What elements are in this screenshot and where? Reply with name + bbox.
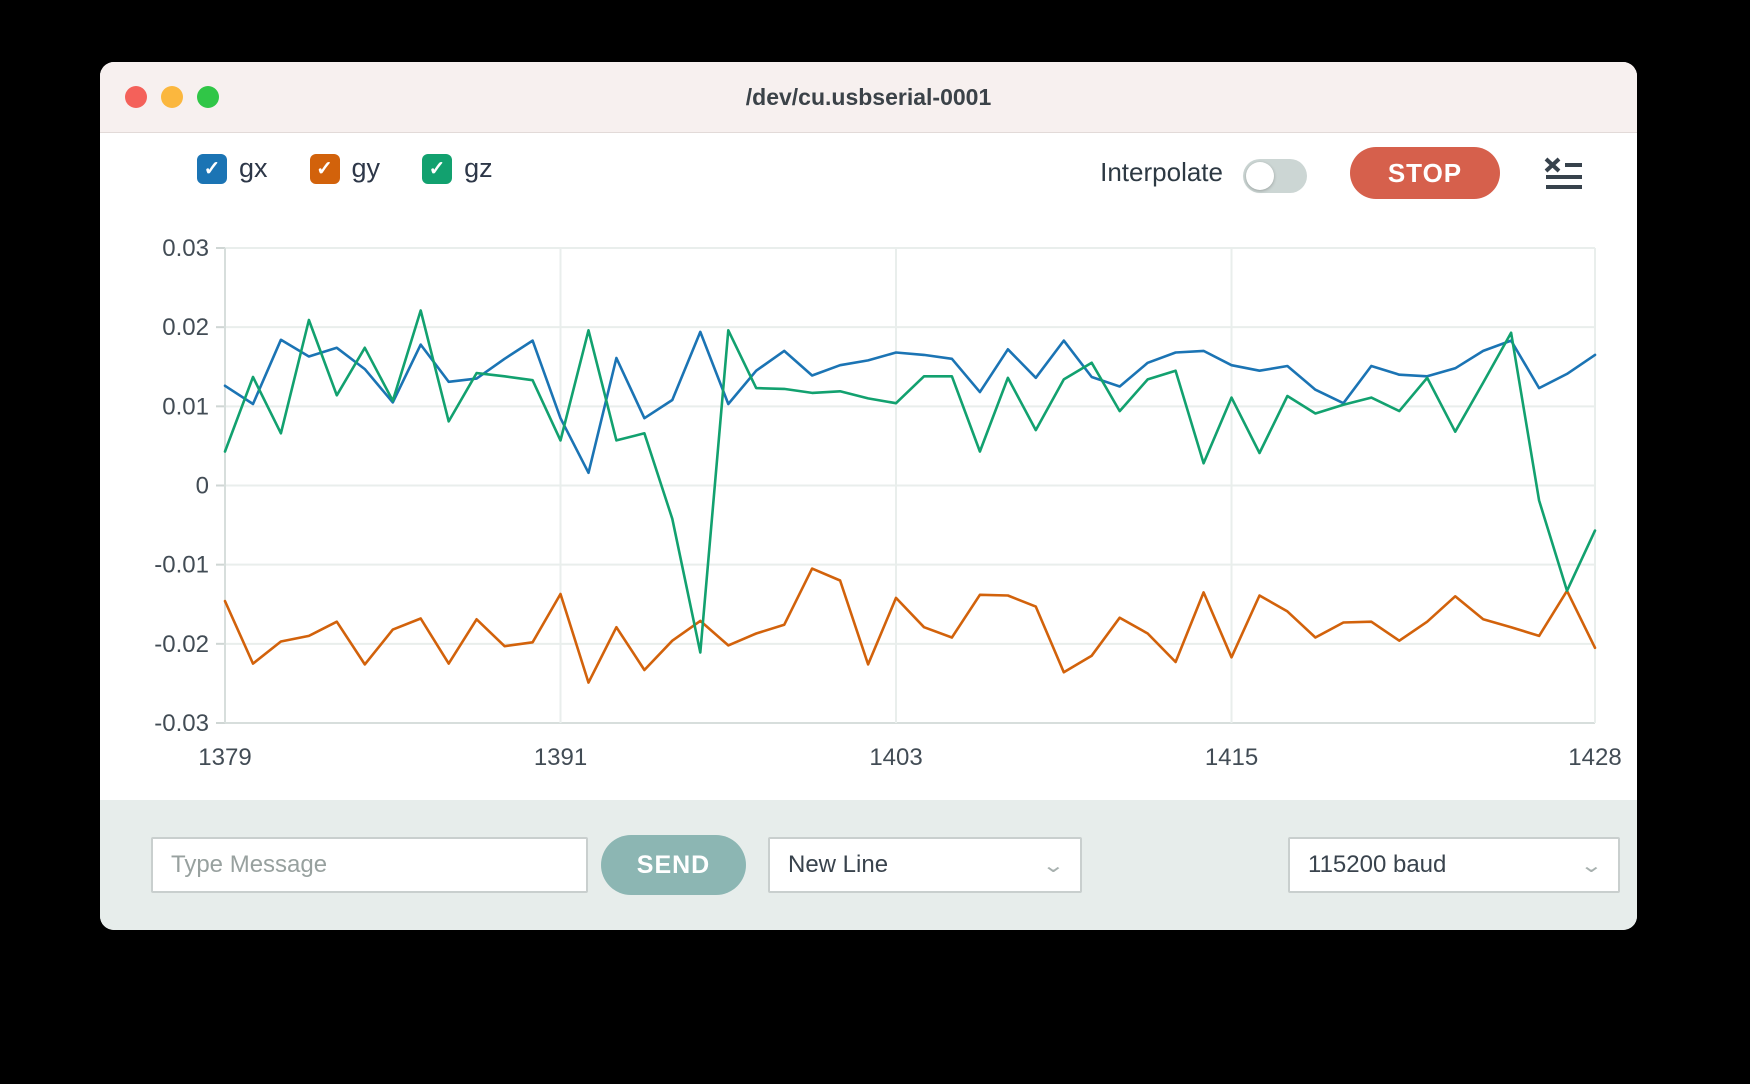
svg-text:1403: 1403	[869, 744, 922, 771]
send-button[interactable]: SEND	[601, 835, 746, 895]
svg-text:0.02: 0.02	[162, 314, 209, 341]
message-input[interactable]	[151, 837, 588, 893]
chart-series-gz	[223, 309, 1597, 654]
svg-text:-0.03: -0.03	[154, 710, 209, 737]
baud-rate-value: 115200 baud	[1308, 851, 1447, 878]
line-ending-select[interactable]: New Line ⌄	[768, 837, 1082, 893]
svg-text:1391: 1391	[534, 744, 587, 771]
bottom-bar: SEND New Line ⌄ 115200 baud ⌄	[100, 800, 1637, 930]
line-ending-value: New Line	[788, 851, 889, 878]
svg-text:-0.02: -0.02	[154, 631, 209, 658]
stop-button[interactable]: STOP	[1350, 147, 1500, 199]
gy-checkbox[interactable]: ✓	[309, 153, 340, 184]
svg-text:0.01: 0.01	[162, 393, 209, 420]
title-bar: /dev/cu.usbserial-0001	[100, 62, 1637, 133]
interpolate-toggle[interactable]	[1243, 159, 1307, 193]
baud-rate-select[interactable]: 115200 baud ⌄	[1288, 837, 1620, 893]
series-legend: ✓ gx ✓ gy ✓ gz	[197, 153, 493, 184]
window-title: /dev/cu.usbserial-0001	[745, 83, 992, 110]
minimize-window-button[interactable]	[161, 86, 183, 108]
gx-label: gx	[239, 153, 268, 183]
interpolate-label: Interpolate	[1100, 157, 1223, 187]
legend-item-gx[interactable]: ✓ gx	[197, 153, 268, 184]
maximize-window-button[interactable]	[197, 86, 219, 108]
svg-text:1428: 1428	[1568, 744, 1621, 771]
chart-series-gy	[223, 567, 1597, 684]
gz-checkbox[interactable]: ✓	[422, 153, 453, 184]
svg-text:0: 0	[196, 473, 209, 500]
chevron-down-icon: ⌄	[1579, 854, 1604, 877]
toggle-knob	[1246, 162, 1274, 190]
gx-checkbox[interactable]: ✓	[197, 153, 227, 184]
legend-item-gz[interactable]: ✓ gz	[422, 153, 493, 184]
clear-console-icon[interactable]	[1543, 156, 1583, 190]
toolbar: ✓ gx ✓ gy ✓ gz Interpolate STOP	[100, 133, 1637, 223]
svg-text:1379: 1379	[198, 744, 251, 771]
svg-text:-0.01: -0.01	[154, 552, 209, 579]
svg-text:0.03: 0.03	[162, 235, 209, 262]
gy-label: gy	[351, 153, 381, 183]
gz-label: gz	[464, 153, 493, 183]
legend-item-gy[interactable]: ✓ gy	[309, 153, 381, 184]
serial-plotter-window: /dev/cu.usbserial-0001 ✓ gx ✓ gy ✓ gz In…	[100, 62, 1637, 930]
chart-series-gx	[223, 330, 1597, 475]
close-window-button[interactable]	[125, 86, 147, 108]
svg-text:1415: 1415	[1205, 744, 1258, 771]
window-controls	[100, 62, 219, 132]
chevron-down-icon: ⌄	[1041, 854, 1066, 877]
